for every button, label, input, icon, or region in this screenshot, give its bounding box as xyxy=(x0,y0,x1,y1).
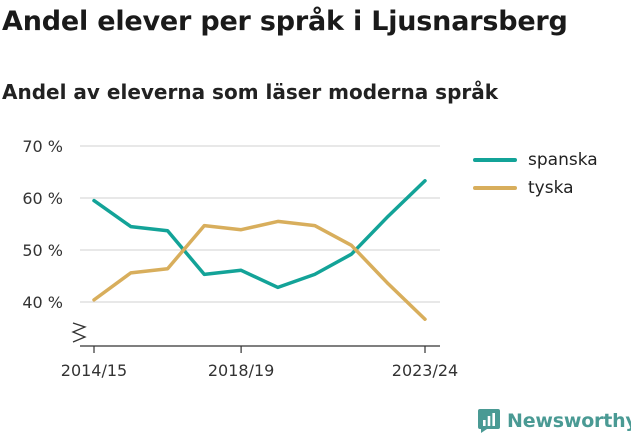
chart-title: Andel elever per språk i Ljusnarsberg xyxy=(2,6,568,37)
brand: Newsworthy xyxy=(477,408,631,434)
brand-name: Newsworthy xyxy=(507,410,631,432)
axis-break-icon xyxy=(71,322,87,343)
newsworthy-logo-icon xyxy=(478,409,500,433)
legend-item-spanska: spanska xyxy=(473,146,598,174)
y-tick-label: 60 % xyxy=(22,189,63,208)
legend-item-tyska: tyska xyxy=(473,174,598,202)
chart-subtitle: Andel av eleverna som läser moderna språ… xyxy=(2,80,499,104)
gridlines xyxy=(80,145,440,303)
series-lines xyxy=(92,179,427,321)
y-tick-label: 50 % xyxy=(22,241,63,260)
legend-swatch-spanska xyxy=(473,158,517,162)
axes: 40 % 50 % 60 % 70 % 2014/15 2018/19 2023/24 xyxy=(22,137,458,380)
legend-swatch-tyska xyxy=(473,186,517,190)
x-tick-label: 2023/24 xyxy=(392,361,458,380)
legend: spanska tyska xyxy=(473,146,598,202)
series-line-tyska xyxy=(92,219,427,321)
legend-label-tyska: tyska xyxy=(528,178,574,198)
legend-label-spanska: spanska xyxy=(528,150,598,170)
series-line-spanska xyxy=(92,179,427,290)
x-tick-label: 2018/19 xyxy=(208,361,274,380)
y-tick-label: 40 % xyxy=(22,293,63,312)
y-tick-label: 70 % xyxy=(22,137,63,156)
x-tick-label: 2014/15 xyxy=(61,361,127,380)
